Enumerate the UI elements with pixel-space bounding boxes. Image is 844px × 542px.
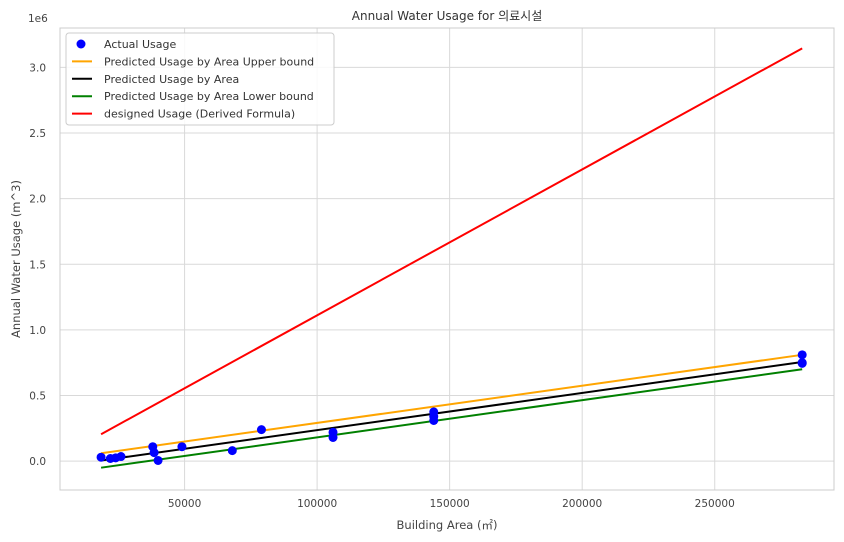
legend-entry: designed Usage (Derived Formula) bbox=[104, 108, 295, 121]
series-lines bbox=[100, 47, 803, 469]
scatter-point bbox=[227, 446, 237, 456]
x-tick-label: 200000 bbox=[562, 498, 602, 510]
y-tick-label: 3.0 bbox=[29, 62, 46, 74]
x-tick-label: 50000 bbox=[168, 498, 201, 510]
y-tick-label: 1.0 bbox=[29, 325, 46, 337]
legend-entry: Actual Usage bbox=[104, 38, 176, 51]
scatter-point bbox=[153, 455, 163, 465]
y-axis-label: Annual Water Usage (m^3) bbox=[9, 180, 23, 338]
scatter-point bbox=[328, 433, 338, 442]
x-tick-label: 250000 bbox=[695, 498, 735, 510]
x-tick-labels: 50000 100000 150000 200000 250000 bbox=[168, 498, 735, 510]
legend-entry: Predicted Usage by Area Lower bound bbox=[104, 90, 314, 103]
series-line-1 bbox=[100, 353, 803, 455]
scatter-point bbox=[429, 415, 439, 425]
x-axis-label: Building Area (㎡) bbox=[397, 518, 498, 532]
y-tick-label: 1.5 bbox=[29, 259, 46, 271]
scatter-point bbox=[96, 452, 106, 462]
legend-entry: Predicted Usage by Area Upper bound bbox=[104, 55, 314, 68]
legend-entry: Predicted Usage by Area bbox=[104, 73, 239, 86]
scatter-point bbox=[797, 358, 807, 368]
plot-frame bbox=[59, 27, 835, 491]
scatter-points bbox=[96, 350, 807, 465]
y-axis-offset-label: 1e6 bbox=[28, 13, 48, 25]
legend-marker bbox=[76, 39, 86, 49]
x-tick-label: 100000 bbox=[297, 498, 337, 510]
series-line-3 bbox=[100, 368, 803, 469]
y-tick-label: 0.5 bbox=[29, 391, 46, 403]
series-line-4 bbox=[100, 47, 803, 436]
grid bbox=[60, 28, 834, 490]
scatter-point bbox=[177, 442, 187, 452]
series-line-2 bbox=[100, 361, 803, 462]
scatter-point bbox=[116, 452, 126, 462]
y-tick-label: 2.0 bbox=[29, 194, 46, 206]
legend-box bbox=[65, 32, 335, 126]
legend: Actual Usage Predicted Usage by Area Uppe… bbox=[65, 32, 335, 126]
scatter-point bbox=[797, 350, 807, 360]
scatter-point bbox=[256, 425, 266, 435]
y-tick-label: 2.5 bbox=[29, 128, 46, 140]
chart-title: Annual Water Usage for 의료시설 bbox=[352, 9, 543, 23]
x-tick-label: 150000 bbox=[430, 498, 470, 510]
y-tick-label: 0.0 bbox=[29, 456, 46, 468]
scatter-point bbox=[149, 448, 159, 458]
y-tick-labels: 0.0 0.5 1.0 1.5 2.0 2.5 3.0 bbox=[29, 62, 46, 468]
